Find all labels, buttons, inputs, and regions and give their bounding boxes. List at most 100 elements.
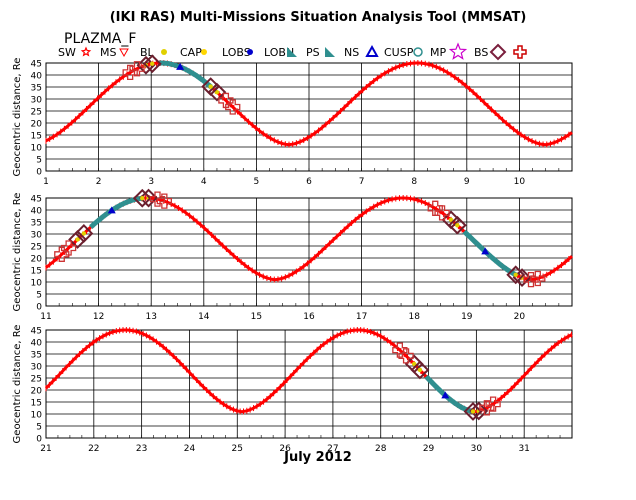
x-tick-label: 16 (303, 312, 315, 322)
ns-marker (481, 247, 490, 255)
legend: SW MS BL CAP LOBS LOBN PS NS CUSP MP BS (58, 42, 527, 61)
panel-3: 0 5 10 15 20 25 30 35 40 45 21 22 23 24 25 26 27 28 29 30 31… (12, 325, 573, 454)
y-tick-label: 20 (31, 255, 43, 265)
bs-marker (149, 191, 166, 207)
diamond-icon (489, 43, 507, 61)
x-tick-label: 18 (408, 312, 420, 322)
mp-marker (410, 360, 430, 380)
dot-icon (201, 49, 207, 55)
ns-marker (441, 391, 450, 399)
panel-2: 0 5 10 15 20 25 30 35 40 45 11 12 13 14 15 16 17 18 19 20 Ge… (12, 188, 574, 322)
y-tick-label: 35 (31, 351, 42, 361)
legend-label-mp: MP (430, 46, 446, 59)
x-tick-label: 11 (40, 312, 51, 322)
bs-marker (122, 64, 138, 81)
y-tick-label: 25 (31, 375, 42, 385)
y-tick-label: 5 (36, 423, 42, 433)
x-tick-label: 28 (375, 444, 387, 454)
mp-marker (207, 82, 227, 102)
bl-marker (513, 272, 518, 277)
bs-marker (54, 246, 70, 262)
panel-frame (45, 329, 573, 439)
x-tick-label: 23 (136, 444, 147, 454)
bs-marker (60, 240, 77, 256)
triangle-down-icon (119, 48, 129, 58)
y-tick-label: 35 (31, 84, 42, 94)
y-tick-label: 40 (31, 207, 43, 217)
bs-marker (530, 270, 546, 287)
legend-label-ns: NS (344, 46, 359, 59)
bl-marker (81, 231, 87, 236)
bs-marker (523, 271, 539, 288)
y-axis-title: Geocentric distance, Re (12, 193, 23, 312)
x-tick-label: 25 (232, 444, 243, 454)
y-tick-label: 0 (36, 303, 42, 313)
x-tick-label: 10 (514, 177, 526, 187)
x-tick-label: 14 (198, 312, 210, 322)
x-tick-label: 21 (40, 444, 51, 454)
bl-marker (417, 367, 423, 373)
bl-marker (455, 223, 460, 228)
y-tick-label: 25 (31, 243, 42, 253)
star-icon (448, 42, 468, 60)
ns-marker (176, 62, 185, 70)
legend-label-bs: BS (474, 46, 488, 59)
x-axis-title: July 2012 (283, 450, 352, 465)
bl-marker (412, 361, 417, 367)
x-tick-label: 9 (464, 177, 470, 187)
mp-marker (139, 188, 158, 208)
y-tick-label: 15 (31, 132, 42, 142)
bl-marker (150, 61, 155, 66)
y-tick-label: 40 (31, 339, 43, 349)
x-tick-label: 3 (148, 177, 154, 187)
orbit-trace-plasma-sheet (159, 60, 213, 89)
bs-marker (485, 396, 501, 412)
y-axis-title: Geocentric distance, Re (12, 325, 23, 444)
bs-marker (479, 400, 495, 416)
y-tick-label: 5 (36, 291, 42, 301)
y-tick-label: 15 (31, 267, 42, 277)
x-tick-label: 15 (251, 312, 262, 322)
mp-marker (142, 54, 162, 74)
bl-marker (208, 84, 213, 89)
bs-marker (398, 348, 414, 364)
panel-frame (45, 62, 573, 172)
x-tick-label: 27 (327, 444, 338, 454)
bl-marker (140, 196, 145, 201)
y-tick-label: 45 (31, 60, 42, 70)
bs-marker (218, 92, 234, 109)
x-tick-label: 17 (356, 312, 367, 322)
y-tick-label: 45 (31, 327, 42, 337)
bs-marker (434, 205, 450, 221)
x-tick-label: 19 (461, 312, 473, 322)
x-tick-label: 20 (514, 312, 526, 322)
y-tick-label: 10 (31, 279, 43, 289)
y-tick-label: 20 (31, 120, 43, 130)
bs-marker (225, 99, 241, 115)
x-tick-label: 29 (423, 444, 435, 454)
y-tick-label: 0 (36, 168, 42, 178)
mp-marker (68, 230, 87, 249)
mp-marker (463, 402, 483, 421)
mp-marker (74, 224, 94, 243)
triangle-up-icon (365, 44, 379, 57)
legend-label-lobs: LOBS (222, 46, 251, 59)
wedge-icon (287, 47, 297, 57)
x-tick-label: 24 (184, 444, 196, 454)
mp-marker (506, 265, 526, 285)
ns-marker (107, 206, 116, 214)
legend-label-ps: PS (306, 46, 320, 59)
bs-marker (129, 61, 145, 77)
y-tick-label: 10 (31, 411, 43, 421)
y-tick-label: 40 (31, 72, 43, 82)
bs-marker (392, 342, 408, 358)
x-tick-label: 12 (93, 312, 104, 322)
mp-marker (201, 77, 221, 97)
y-axis-title: Geocentric distance, Re (12, 58, 23, 177)
legend-label-sw: SW (58, 46, 76, 59)
orbit-trace-plasma-sheet (89, 195, 143, 229)
mp-marker (469, 401, 489, 421)
y-tick-label: 10 (31, 144, 43, 154)
star-icon (80, 46, 92, 57)
panel-frame (45, 197, 573, 307)
